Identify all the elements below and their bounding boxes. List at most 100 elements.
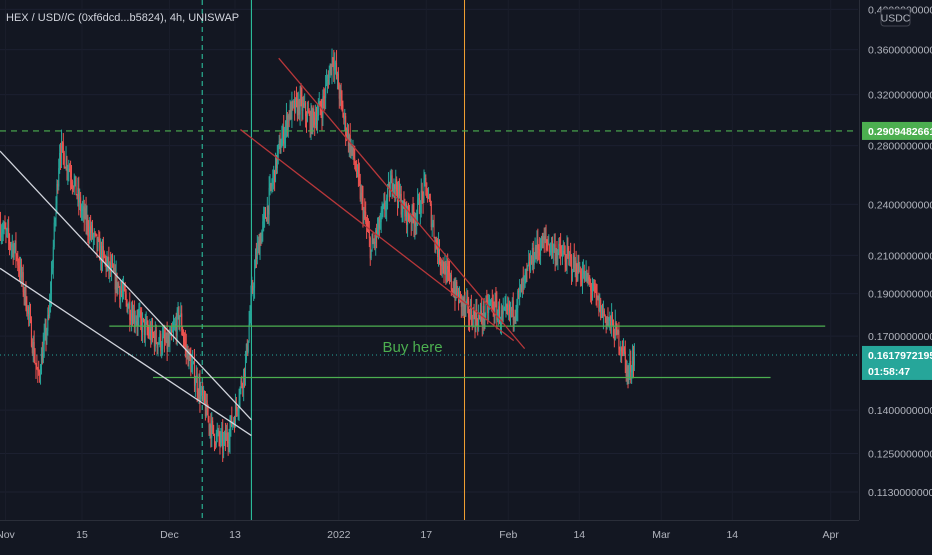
price-axis[interactable] — [859, 0, 932, 520]
candle-body — [60, 153, 62, 159]
candle-body — [599, 299, 601, 311]
candle-body — [477, 321, 479, 327]
x-tick-label: 2022 — [327, 529, 351, 541]
candle-body — [434, 237, 436, 246]
candle-body — [47, 314, 49, 331]
x-tick-label: 14 — [573, 529, 585, 541]
trendline-red[interactable] — [278, 57, 526, 350]
candle-body — [474, 315, 476, 328]
candle-body — [176, 311, 178, 336]
candle-body — [206, 400, 208, 416]
candle-body — [233, 421, 235, 423]
candle-body — [501, 310, 503, 315]
candle-body — [173, 327, 175, 331]
candle-body — [401, 212, 403, 215]
candle-body — [101, 246, 103, 264]
candle-body — [427, 197, 429, 199]
candle-body — [228, 441, 230, 444]
candle-body — [457, 292, 459, 295]
candle-body — [275, 155, 277, 169]
candle-body — [471, 321, 473, 327]
candle-body — [87, 217, 89, 233]
candle-body — [475, 309, 477, 328]
candle-body — [606, 319, 608, 326]
trendline-red[interactable] — [240, 129, 515, 342]
candle-body — [596, 292, 598, 298]
candle-body — [566, 247, 568, 268]
annotation-buy-here[interactable]: Buy here — [383, 339, 443, 356]
candle-body — [375, 230, 377, 244]
candle-body — [311, 110, 313, 132]
candle-body — [50, 294, 52, 300]
candle-body — [198, 382, 200, 396]
time-axis[interactable] — [0, 520, 932, 550]
candle-body — [246, 344, 248, 352]
trendline-white[interactable] — [0, 267, 252, 437]
candle-body — [582, 270, 584, 275]
candle-body — [385, 209, 387, 211]
candle-body — [347, 129, 349, 146]
candle-body — [523, 276, 525, 281]
candle-body — [272, 177, 274, 186]
candle-body — [418, 198, 420, 200]
y-tick-label: 0.3600000000 — [868, 45, 932, 57]
candle-body — [285, 115, 287, 126]
candle-body — [476, 309, 478, 322]
trendline-white[interactable] — [0, 150, 252, 421]
candle-body — [211, 420, 213, 438]
candle-body — [573, 255, 575, 269]
currency-button[interactable]: USDC — [880, 8, 911, 27]
candle-body — [141, 318, 143, 333]
candle-body — [591, 290, 593, 292]
candle-body — [329, 64, 331, 72]
candle-body — [484, 315, 486, 320]
candle-body — [515, 312, 517, 318]
candle-body — [56, 183, 58, 204]
candle-body — [324, 97, 326, 99]
candle-body — [570, 254, 572, 257]
candle-body — [184, 341, 186, 345]
candle-body — [104, 257, 106, 259]
candle-body — [134, 321, 136, 323]
candle-body — [92, 235, 94, 238]
candle-body — [489, 302, 491, 305]
candle-body — [136, 321, 138, 325]
candle-body — [174, 324, 176, 326]
horizontal-levels[interactable] — [0, 130, 858, 379]
candle-body — [374, 241, 376, 244]
candle-body — [86, 217, 88, 225]
candle-body — [507, 307, 509, 311]
y-tick-label: 0.1250000000 — [868, 448, 932, 460]
x-tick-label: 15 — [76, 529, 88, 541]
candle-body — [172, 330, 174, 333]
candle-body — [147, 330, 149, 332]
candle-body — [355, 163, 357, 171]
candle-body — [539, 249, 541, 256]
candle-body — [302, 103, 304, 112]
y-tick-label: 0.1900000000 — [868, 289, 932, 301]
candle-body — [203, 391, 205, 396]
candle-body — [555, 253, 557, 261]
candle-body — [158, 343, 160, 345]
candle-body — [441, 260, 443, 267]
candle-body — [52, 247, 54, 269]
candle-body — [342, 104, 344, 118]
candle-body — [524, 272, 526, 277]
candle-body — [0, 224, 1, 238]
trendlines[interactable] — [0, 57, 526, 437]
candle-body — [39, 372, 41, 376]
candle-body — [238, 401, 240, 410]
candle-body — [54, 219, 56, 223]
x-tick-label: 17 — [420, 529, 432, 541]
candle-body — [387, 186, 389, 199]
candle-body — [617, 330, 619, 335]
candle-body — [72, 186, 74, 189]
candle-body — [310, 110, 312, 132]
candle-body — [568, 251, 570, 256]
candle-body — [496, 302, 498, 321]
candle-body — [535, 247, 537, 254]
candle-body — [144, 322, 146, 336]
candle-body — [152, 333, 154, 336]
